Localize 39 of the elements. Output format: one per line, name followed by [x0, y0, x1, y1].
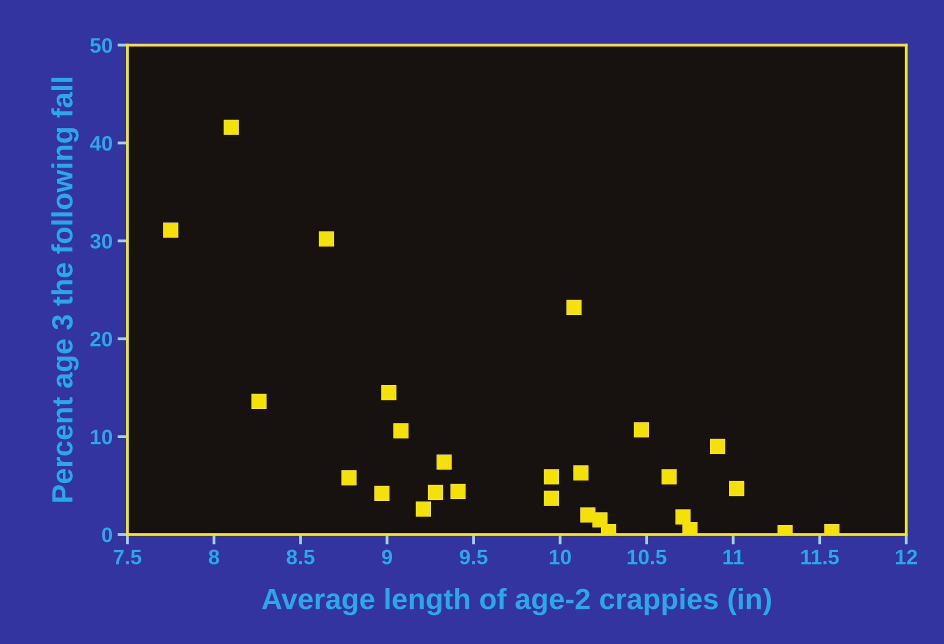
point — [416, 501, 431, 517]
point — [436, 454, 452, 470]
x-tick-label: 9.5 — [460, 550, 488, 564]
y-tick-label: 20 — [90, 332, 112, 346]
point — [544, 490, 560, 506]
y-tick-label: 40 — [90, 136, 112, 151]
point — [662, 469, 677, 484]
x-axis-title: Average length of age-2 crappies (in) — [262, 588, 771, 616]
y-tick-label: 50 — [90, 38, 112, 53]
point — [428, 484, 444, 500]
point — [544, 469, 560, 484]
x-tick-label: 11.5 — [801, 550, 839, 564]
point — [710, 438, 726, 454]
point — [374, 486, 390, 502]
point — [341, 470, 357, 486]
point — [566, 300, 582, 316]
point — [163, 222, 178, 238]
x-tick-label: 12 — [896, 550, 917, 564]
x-tick-label: 8.5 — [286, 550, 314, 564]
point — [634, 422, 650, 438]
point — [393, 423, 408, 438]
point — [573, 465, 588, 480]
point — [592, 512, 608, 528]
point — [381, 384, 396, 400]
y-tick-label: 0 — [102, 528, 112, 542]
x-tick-label: 10 — [550, 550, 571, 564]
point — [729, 480, 744, 496]
y-tick-label: 30 — [90, 234, 112, 249]
x-tick-label: 8 — [208, 550, 220, 564]
point — [224, 120, 239, 135]
x-tick-label: 10.5 — [628, 550, 666, 564]
point — [318, 231, 334, 247]
point — [450, 484, 466, 500]
y-tick-label: 10 — [91, 430, 112, 444]
x-tick-label: 7.5 — [114, 550, 142, 564]
x-tick-label: 11 — [723, 550, 744, 564]
y-axis-title: Percent age 3 the following fall — [51, 78, 79, 502]
x-tick-label: 9 — [382, 550, 392, 564]
point — [251, 394, 267, 409]
